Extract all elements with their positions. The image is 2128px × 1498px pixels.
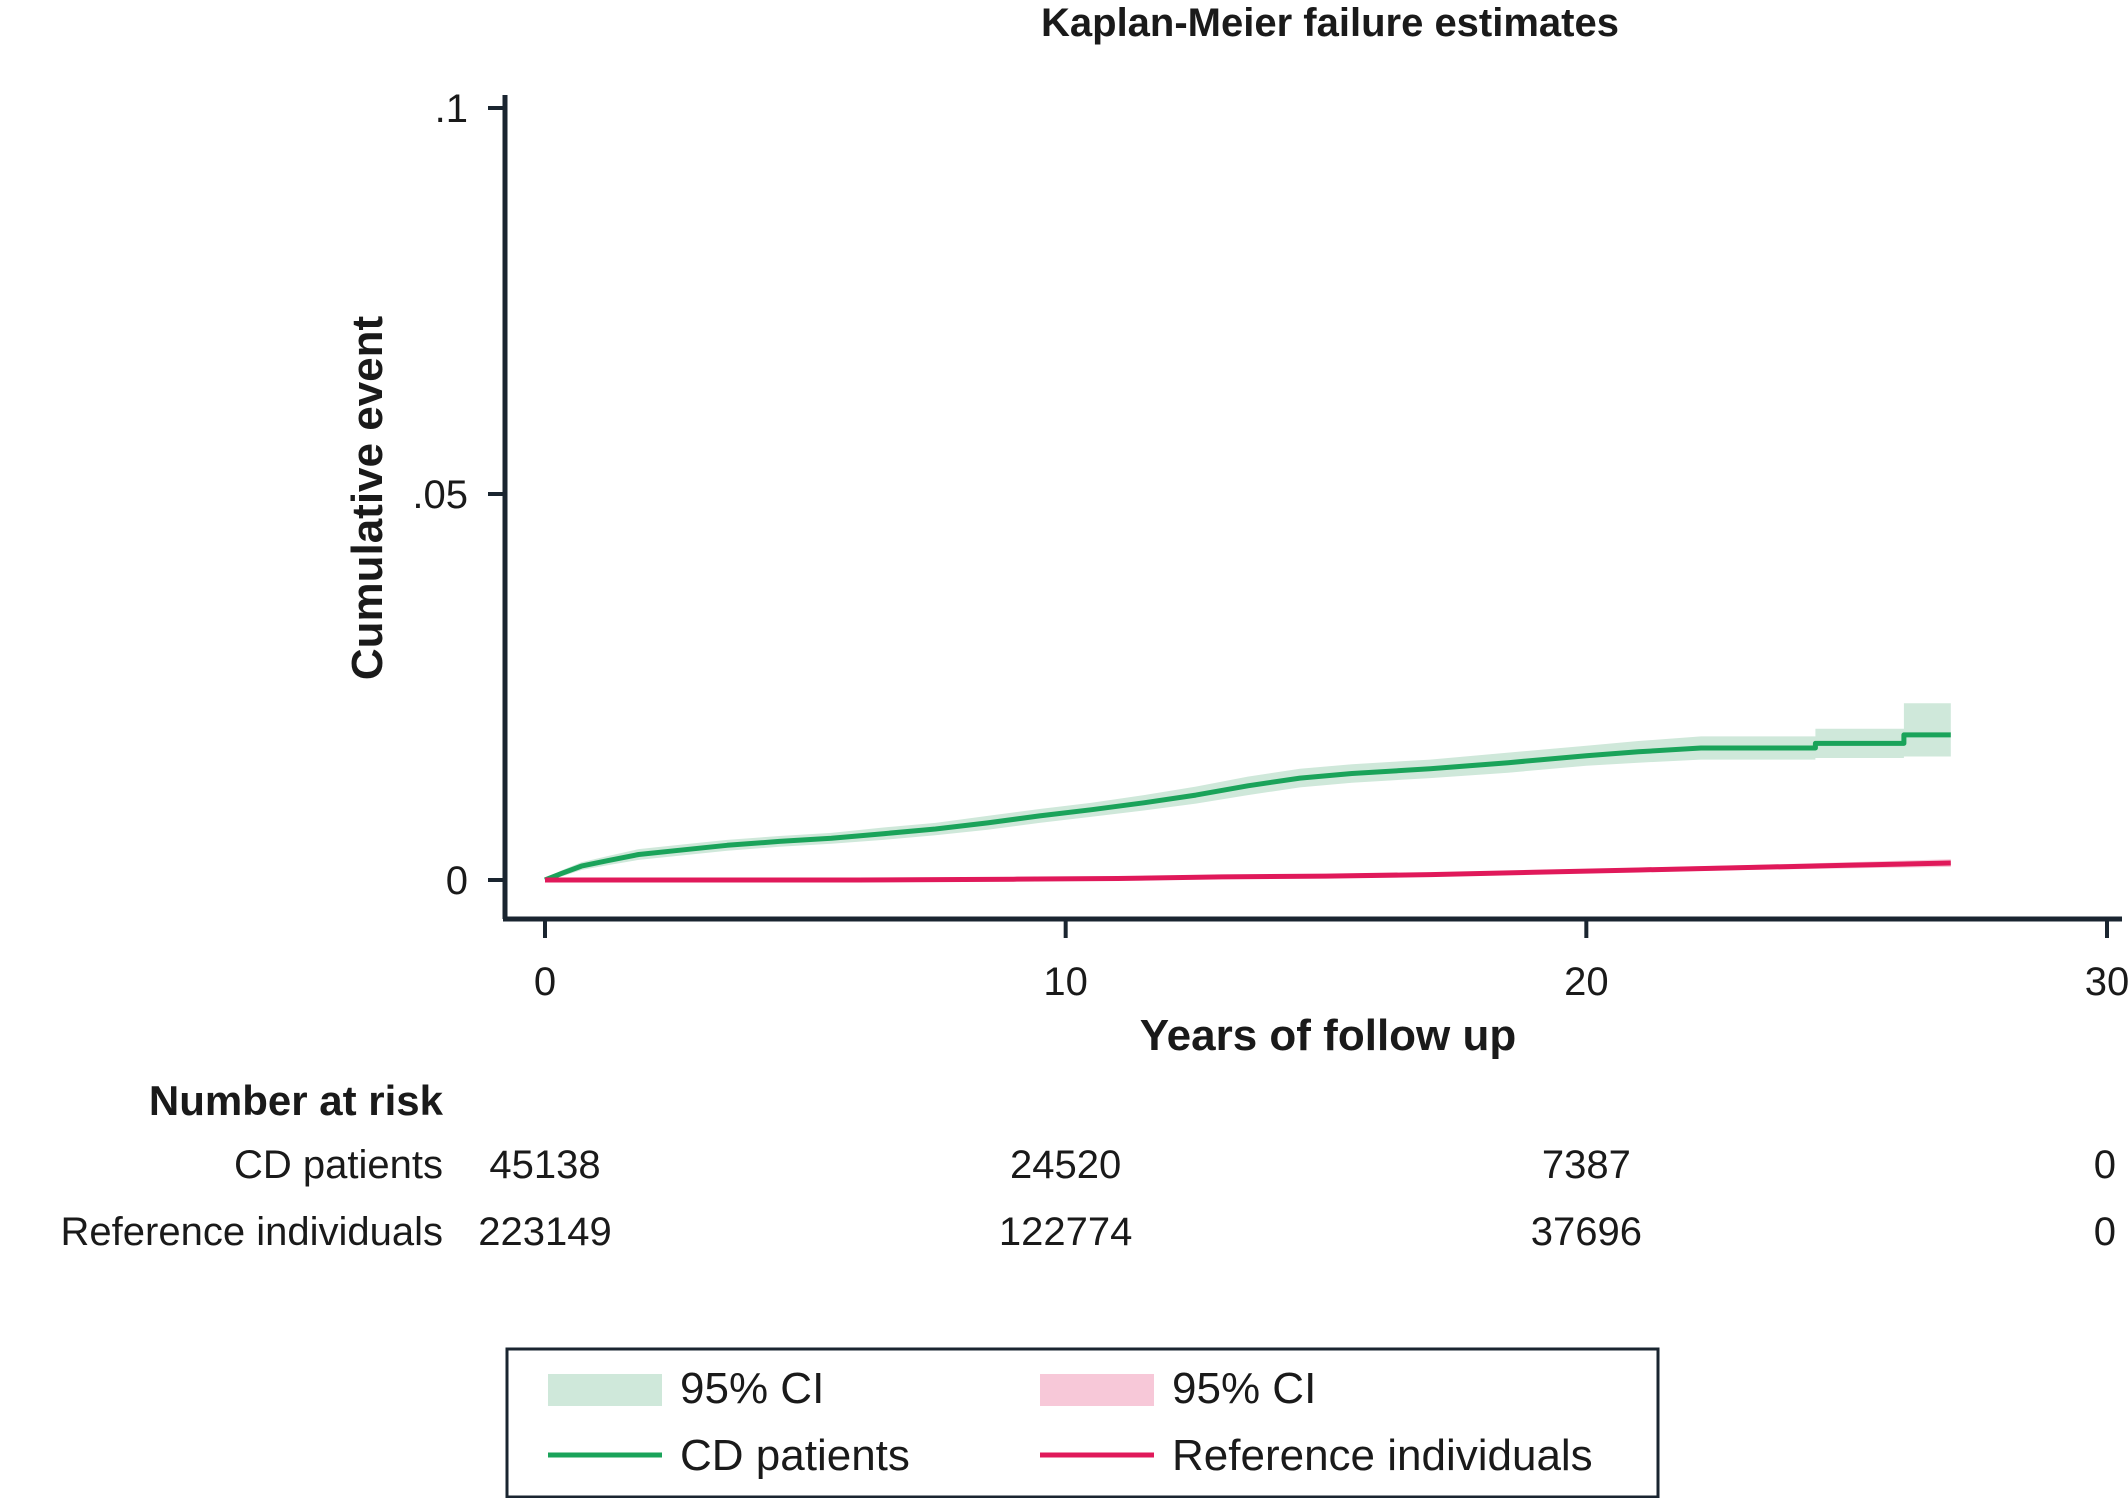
x-tick-label: 30 xyxy=(2085,960,2128,1004)
risk-value: 24520 xyxy=(1010,1143,1121,1187)
y-ticks: 0 .05 .1 xyxy=(412,87,505,903)
legend-label-cd-ci: 95% CI xyxy=(680,1364,824,1413)
risk-value: 223149 xyxy=(478,1210,611,1254)
y-tick-label: .05 xyxy=(412,473,468,517)
legend-box xyxy=(505,1347,1660,1498)
legend-label-ref-ci: 95% CI xyxy=(1172,1364,1316,1413)
x-tick-label: 20 xyxy=(1564,960,1609,1004)
risk-value: 37696 xyxy=(1531,1210,1642,1254)
x-axis-label: Years of follow up xyxy=(1140,1011,1517,1060)
series-lines xyxy=(544,732,1951,883)
legend-swatch-ref-ci xyxy=(1040,1374,1154,1406)
risk-value: 7387 xyxy=(1542,1143,1631,1187)
risk-value: 45138 xyxy=(489,1143,600,1187)
risk-value: 0 xyxy=(2094,1143,2116,1187)
risk-value: 0 xyxy=(2094,1210,2116,1254)
x-tick-label: 10 xyxy=(1043,960,1088,1004)
legend-label-cd: CD patients xyxy=(680,1431,910,1480)
series-line-cd-patients xyxy=(544,732,1951,883)
y-tick-label: .1 xyxy=(435,87,468,131)
risk-row-label: CD patients xyxy=(234,1143,443,1187)
ci-band-cd-patients xyxy=(545,703,1951,880)
x-ticks: 0 10 20 30 xyxy=(534,919,2128,1004)
ci-bands xyxy=(545,703,1951,880)
risk-row-label: Reference individuals xyxy=(61,1210,443,1254)
risk-table: CD patients 45138 24520 7387 0 Reference indi… xyxy=(61,1143,2116,1254)
series-line-reference-individuals xyxy=(545,860,1951,883)
y-tick-label: 0 xyxy=(446,859,468,903)
risk-value: 122774 xyxy=(999,1210,1132,1254)
x-tick-label: 0 xyxy=(534,960,556,1004)
risk-table-title: Number at risk xyxy=(149,1077,444,1124)
legend-swatch-cd-ci xyxy=(548,1374,662,1406)
chart-title: Kaplan-Meier failure estimates xyxy=(1041,1,1619,45)
y-axis-label: Cumulative event xyxy=(343,315,392,680)
legend-label-ref: Reference individuals xyxy=(1172,1431,1593,1480)
